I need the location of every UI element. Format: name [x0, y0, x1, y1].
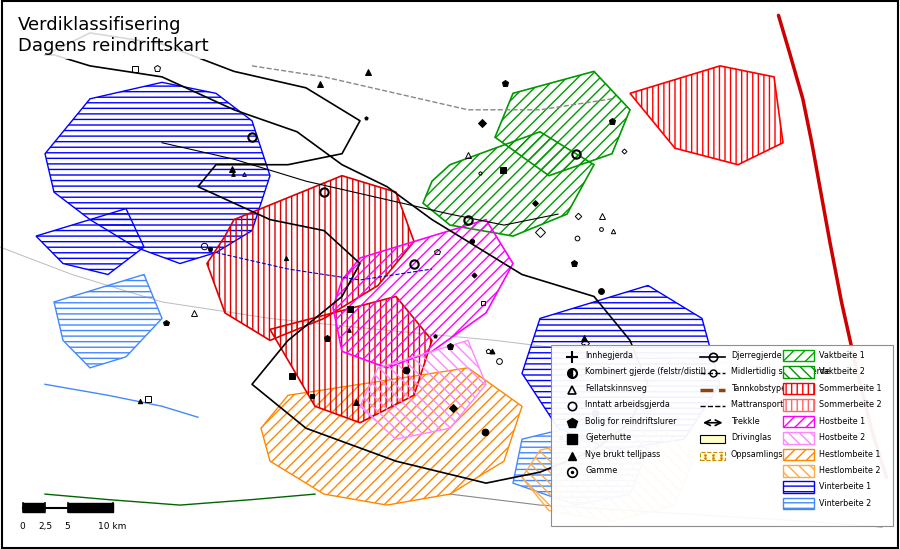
Text: Gjeterhutte: Gjeterhutte [585, 433, 631, 442]
Text: Nye brukt telljpass: Nye brukt telljpass [585, 450, 661, 458]
Text: Vinterbeite 1: Vinterbeite 1 [819, 483, 871, 491]
Bar [783, 498, 814, 509]
Text: Hostbeite 1: Hostbeite 1 [819, 417, 865, 425]
Bar [783, 416, 814, 427]
Text: Djerregjerde: Djerregjerde [731, 351, 781, 360]
Bar [783, 366, 814, 378]
Bar [700, 435, 725, 443]
Bar [783, 481, 814, 493]
Text: Hostbeite 2: Hostbeite 2 [819, 433, 865, 442]
Text: Vaktbeite 2: Vaktbeite 2 [819, 367, 865, 376]
Bar [551, 345, 893, 526]
Bar [783, 432, 814, 444]
Text: Inntatt arbeidsgjerda: Inntatt arbeidsgjerda [585, 400, 670, 409]
Text: Vaktbeite 1: Vaktbeite 1 [819, 351, 865, 360]
Text: Hestlombeite 2: Hestlombeite 2 [819, 466, 880, 475]
Text: Tannkobstype: Tannkobstype [731, 384, 786, 393]
Text: Kombinert gjerde (felstr/distil): Kombinert gjerde (felstr/distil) [585, 367, 706, 376]
Bar [783, 383, 814, 394]
Text: Bolig for reindriftslurer: Bolig for reindriftslurer [585, 417, 677, 425]
Text: Drivinglas: Drivinglas [731, 433, 771, 442]
Text: Sommerbeite 2: Sommerbeite 2 [819, 400, 882, 409]
Text: Mattransport for rein: Mattransport for rein [731, 400, 814, 409]
Bar [783, 350, 814, 361]
Bar [783, 449, 814, 460]
Text: 2,5: 2,5 [38, 522, 52, 530]
Text: 5: 5 [65, 522, 70, 530]
Text: Trekkle: Trekkle [731, 417, 760, 425]
Text: Midlertidlig sperregjerde: Midlertidlig sperregjerde [731, 367, 830, 376]
Text: Oppsamlingsomrade: Oppsamlingsomrade [731, 450, 814, 458]
Bar [783, 465, 814, 477]
Text: Vinterbeite 2: Vinterbeite 2 [819, 499, 871, 508]
Text: Verdiklassifisering
Dagens reindriftskart: Verdiklassifisering Dagens reindriftskar… [18, 16, 209, 55]
Text: Innhegjerda: Innhegjerda [585, 351, 633, 360]
Bar [700, 452, 725, 460]
Text: 0: 0 [20, 522, 25, 530]
Bar [783, 399, 814, 411]
Text: Gamme: Gamme [585, 466, 617, 475]
Text: Hestlombeite 1: Hestlombeite 1 [819, 450, 880, 458]
Text: Fellatskinnsveg: Fellatskinnsveg [585, 384, 647, 393]
Text: Sommerbeite 1: Sommerbeite 1 [819, 384, 881, 393]
Text: 10 km: 10 km [98, 522, 127, 530]
